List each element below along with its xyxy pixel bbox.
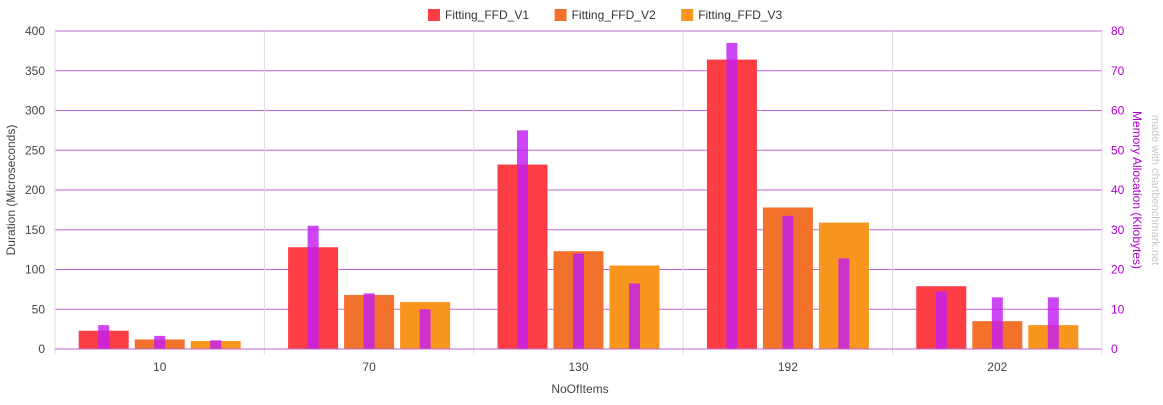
gridlines	[54, 30, 1103, 355]
memory-bar	[154, 335, 166, 349]
y2-tick-label: 20	[1111, 263, 1125, 277]
watermark: made with chartbenchmark.net	[1149, 115, 1161, 265]
y2-tick-label: 50	[1111, 143, 1125, 157]
memory-bar	[838, 258, 850, 349]
y-tick-label: 250	[25, 143, 45, 157]
y-tick-label: 200	[25, 183, 45, 197]
y2-tick-label: 40	[1111, 183, 1125, 197]
memory-bar	[573, 253, 584, 349]
memory-bar	[210, 340, 222, 349]
y2-tick-label: 10	[1111, 302, 1125, 316]
memory-bar	[629, 283, 640, 349]
memory-bar	[517, 130, 528, 349]
legend[interactable]: Fitting_FFD_V1 Fitting_FFD_V2 Fitting_FFD_…	[428, 8, 783, 22]
x-tick-label: 202	[987, 360, 1007, 374]
legend-swatch	[428, 9, 440, 21]
x-tick-label: 70	[362, 360, 376, 374]
memory-bar	[991, 297, 1003, 349]
x-tick-label: 130	[568, 360, 588, 374]
memory-bar	[98, 325, 110, 349]
x-tick-label: 192	[778, 360, 798, 374]
y2-tick-label: 70	[1111, 64, 1125, 78]
y-tick-label: 50	[32, 302, 46, 316]
y-tick-label: 100	[25, 263, 45, 277]
memory-bar	[419, 309, 431, 349]
x-axis-title: NoOfItems	[551, 382, 608, 396]
y-tick-label: 0	[38, 342, 45, 356]
y2-tick-label: 60	[1111, 104, 1125, 118]
memory-bar	[726, 42, 738, 350]
memory-bar	[935, 291, 947, 349]
legend-swatch	[681, 9, 694, 21]
y2-tick-label: 80	[1111, 24, 1125, 38]
x-tick-label: 10	[153, 360, 167, 374]
y-tick-label: 300	[25, 104, 45, 118]
y2-tick-label: 0	[1111, 342, 1118, 356]
y2-tick-label: 30	[1111, 223, 1125, 237]
memory-bar	[782, 215, 794, 349]
legend-label: Fitting_FFD_V1	[445, 8, 529, 22]
memory-bar	[363, 293, 375, 349]
y-tick-label: 400	[25, 24, 45, 38]
axes: 0 50 100 150 200 250 300 350 400 0 10 20 30 40 50 60 70 8…	[25, 24, 1125, 374]
legend-label: Fitting_FFD_V3	[698, 8, 782, 22]
memory-bar	[307, 225, 319, 349]
bars	[78, 42, 1079, 350]
y-axis-title: Duration (Microseconds)	[4, 125, 18, 256]
y-tick-label: 350	[25, 64, 45, 78]
memory-bar	[1047, 297, 1059, 349]
legend-label: Fitting_FFD_V2	[572, 8, 656, 22]
y-tick-label: 150	[25, 223, 45, 237]
legend-swatch	[554, 9, 567, 21]
secondary-y-axis-title: Memory Allocation (Kilobytes)	[1130, 111, 1144, 269]
